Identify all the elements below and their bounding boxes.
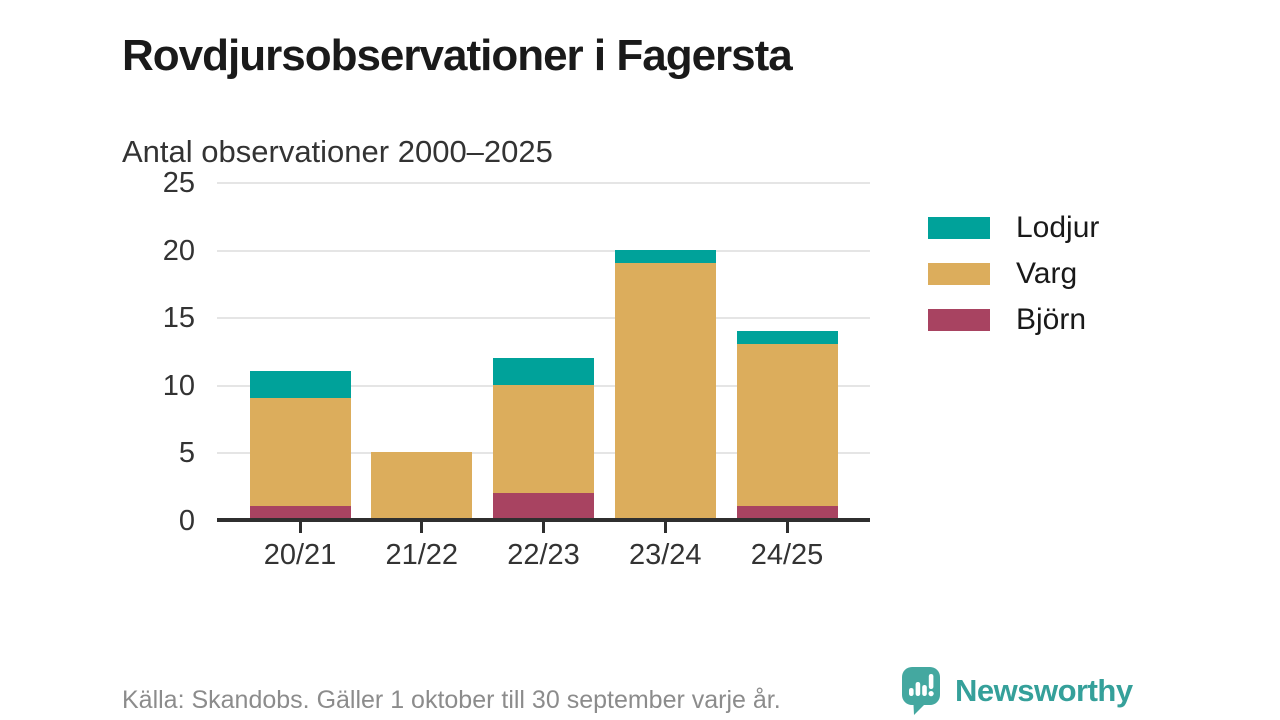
bar-21-22	[371, 452, 473, 520]
legend-label-varg: Varg	[1016, 257, 1078, 290]
chart-subtitle: Antal observationer 2000–2025	[122, 133, 553, 169]
bar-22-23	[493, 357, 594, 520]
legend-item-varg: Varg	[928, 257, 1099, 291]
bar-23-24	[614, 249, 716, 520]
y-tick-label-5: 5	[178, 437, 195, 470]
x-tick-label-24-25: 24/25	[750, 539, 824, 571]
bar-segment-bj-rn-20-21	[249, 506, 351, 520]
bar-segment-varg-21-22	[371, 452, 473, 520]
gridline-20	[217, 249, 870, 252]
y-tick-label-20: 20	[162, 234, 195, 267]
x-tick-label-22-23: 22/23	[507, 539, 580, 571]
y-tick-label-15: 15	[162, 302, 195, 335]
chart-title: Rovdjursobservationer i Fagersta	[122, 31, 793, 81]
newsworthy-wordmark: Newsworthy	[955, 673, 1133, 708]
gridline-25	[217, 182, 870, 184]
bar-segment-lodjur-23-24	[614, 249, 716, 264]
y-tick-label-10: 10	[162, 369, 195, 402]
x-tick-mark-22-23	[542, 522, 545, 533]
x-tick-label-20-21: 20/21	[263, 539, 337, 571]
bar-segment-varg-23-24	[614, 263, 716, 520]
newsworthy-logo-icon	[902, 667, 940, 715]
gridline-15	[217, 317, 870, 320]
legend-label-bj-rn: Björn	[1016, 303, 1087, 336]
legend-swatch-lodjur	[928, 217, 990, 239]
legend-swatch-bj-rn	[928, 309, 990, 331]
plot-area: 20/21 21/22 22/23 23/24 24/25	[217, 182, 870, 571]
legend-swatch-varg	[928, 263, 990, 285]
x-tick-mark-23-24	[663, 522, 667, 533]
bar-segment-lodjur-22-23	[493, 357, 594, 385]
bar-segment-varg-20-21	[249, 398, 351, 507]
source-note: Källa: Skandobs. Gäller 1 oktober till 3…	[122, 686, 781, 714]
x-tick-mark-24-25	[785, 522, 789, 533]
x-axis-line	[217, 518, 870, 522]
legend-label-lodjur: Lodjur	[1016, 211, 1100, 244]
y-tick-label-25: 25	[162, 167, 195, 199]
x-tick-mark-20-21	[298, 522, 302, 533]
x-tick-mark-21-22	[420, 522, 424, 533]
bar-segment-varg-22-23	[493, 384, 594, 493]
newsworthy-logo: Newsworthy	[902, 667, 1133, 715]
x-tick-label-23-24: 23/24	[628, 539, 702, 571]
legend-item-bj-rn: Björn	[928, 303, 1099, 337]
legend-item-lodjur: Lodjur	[928, 211, 1099, 245]
legend: Lodjur Varg Björn	[928, 211, 1099, 349]
x-tick-label-21-22: 21/22	[385, 539, 459, 571]
bar-segment-bj-rn-22-23	[493, 492, 594, 520]
bar-24-25	[736, 330, 838, 520]
y-tick-label-0: 0	[178, 505, 195, 537]
bar-segment-varg-24-25	[736, 344, 838, 507]
bar-20-21	[249, 371, 351, 520]
bar-segment-lodjur-24-25	[736, 330, 838, 345]
bar-segment-bj-rn-24-25	[736, 506, 838, 520]
bar-segment-lodjur-20-21	[249, 371, 351, 399]
